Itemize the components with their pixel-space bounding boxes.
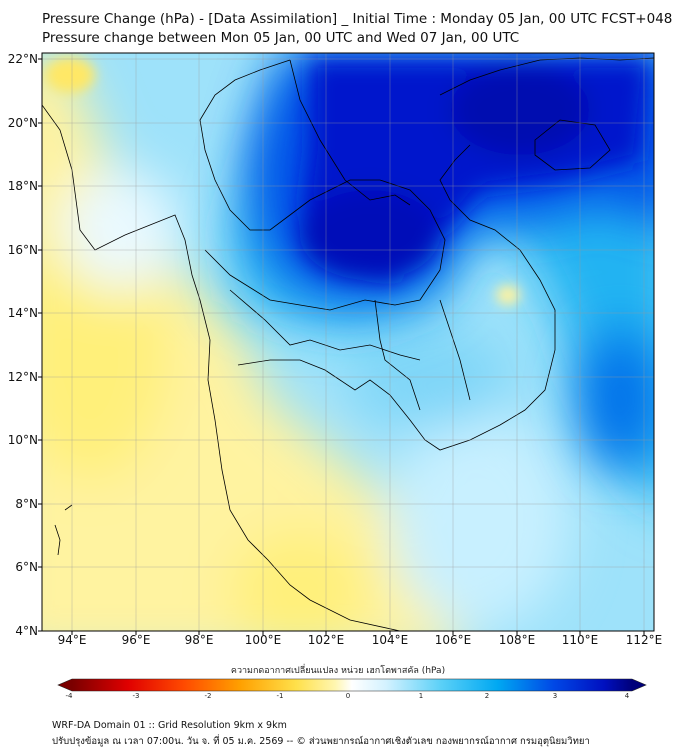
lat-label: 22°N: [7, 52, 38, 66]
title-line-1: Pressure Change (hPa) - [Data Assimilati…: [42, 11, 673, 27]
lat-label: 20°N: [7, 116, 38, 130]
lat-label: 4°N: [15, 624, 38, 638]
colorbar-body: [72, 679, 632, 691]
coastlines: [42, 57, 654, 631]
lon-label: 94°E: [57, 633, 87, 647]
colorbar-tick-label: 1: [418, 692, 424, 700]
lon-label: 96°E: [121, 633, 151, 647]
footer-line-1: WRF-DA Domain 01 :: Grid Resolution 9km …: [52, 720, 287, 731]
colorbar-max-arrow: [632, 679, 646, 691]
colorbar-min-arrow: [58, 679, 72, 691]
title-line-2: Pressure change between Mon 05 Jan, 00 U…: [42, 30, 520, 46]
lat-label: 14°N: [7, 306, 38, 320]
colorbar-tick-label: 3: [552, 692, 558, 700]
lat-label: 12°N: [7, 370, 38, 384]
colorbar: [57, 678, 647, 692]
lat-label: 16°N: [7, 243, 38, 257]
colorbar-tick-label: -2: [204, 692, 212, 700]
lon-label: 106°E: [434, 633, 472, 647]
lat-label: 18°N: [7, 179, 38, 193]
axis-ticks: [38, 58, 645, 635]
colorbar-title: ความกดอากาศเปลี่ยนแปลง หน่วย เฮกโตพาสคัล…: [230, 666, 446, 676]
colorbar-tick-label: -3: [132, 692, 140, 700]
lon-label: 102°E: [307, 633, 345, 647]
lat-label: 10°N: [7, 433, 38, 447]
colorbar-tick-label: 4: [624, 692, 630, 700]
lon-label: 108°E: [498, 633, 536, 647]
footer-line-2: ปรับปรุงข้อมูล ณ เวลา 07:00น. วัน จ. ที่…: [52, 736, 590, 747]
lat-label: 8°N: [15, 497, 38, 511]
map-frame: [41, 52, 655, 632]
colorbar-tick-label: -1: [276, 692, 284, 700]
lat-label: 6°N: [15, 560, 38, 574]
colorbar-tick-label: -4: [65, 692, 73, 700]
lon-label: 112°E: [625, 633, 663, 647]
lon-label: 98°E: [184, 633, 214, 647]
pressure-field: [42, 53, 654, 631]
colorbar-tick-label: 2: [484, 692, 490, 700]
lon-label: 104°E: [371, 633, 409, 647]
lon-label: 110°E: [561, 633, 599, 647]
lon-label: 100°E: [244, 633, 282, 647]
colorbar-tick-label: 0: [345, 692, 351, 700]
